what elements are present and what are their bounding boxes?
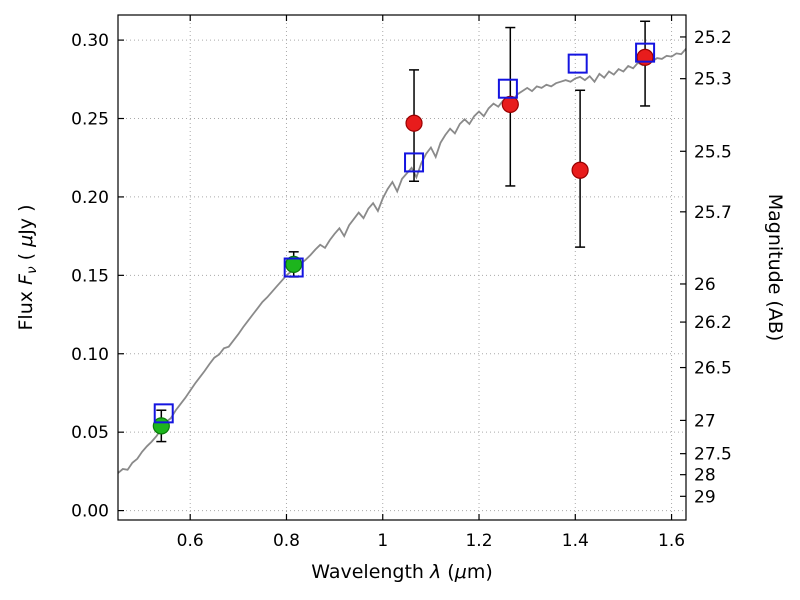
tick-label: 26.5	[694, 359, 732, 379]
tick-label: 1.6	[658, 531, 685, 551]
tick-label: 27.5	[694, 445, 732, 465]
tick-label: 1.4	[562, 531, 589, 551]
gridlines	[118, 15, 686, 520]
tick-labels: 0.6 0.8 1 1.2 1.4 1.6 0.00 0.05 0.10 0.15 0.20 0.25…	[71, 28, 732, 551]
x-axis-label: Wavelength λ (μm)	[311, 561, 492, 583]
tick-label: 25.2	[694, 28, 732, 48]
blue-squares-marker	[635, 42, 656, 63]
tick-label: 25.3	[694, 70, 732, 90]
error-bars	[156, 20, 651, 443]
series-red-circles	[405, 48, 654, 179]
y-axis-label-right: Magnitude (AB)	[764, 194, 786, 342]
tick-label: 0.25	[71, 110, 109, 130]
tick-label: 25.7	[694, 203, 732, 223]
y-axis-label-left: Flux Fν ( μJy )	[15, 204, 40, 330]
tick-label: 0.30	[71, 31, 109, 51]
tick-label: 26	[694, 275, 716, 295]
tick-label: 1.2	[465, 531, 492, 551]
red-circles-marker	[405, 114, 423, 132]
tick-label: 25.5	[694, 142, 732, 162]
plot-frame	[117, 14, 687, 521]
tick-label: 27	[694, 411, 716, 431]
tick-label: 29	[694, 487, 716, 507]
tick-label: 0.05	[71, 423, 109, 443]
tick-label: 0.00	[71, 502, 109, 522]
tick-label: 0.15	[71, 266, 109, 286]
red-circles-marker	[636, 48, 654, 66]
blue-squares-marker	[283, 257, 304, 278]
red-circles-marker	[571, 161, 589, 179]
tick-label: 26.2	[694, 313, 732, 333]
tick-label: 0.10	[71, 345, 109, 365]
red-circles-marker	[501, 95, 519, 113]
tick-label: 0.8	[273, 531, 300, 551]
tick-label: 0.6	[177, 531, 204, 551]
tick-label: 0.20	[71, 188, 109, 208]
tick-label: 1	[377, 531, 388, 551]
blue-squares-marker	[567, 53, 588, 74]
blue-squares-marker	[497, 78, 518, 99]
series-blue-squares	[153, 42, 656, 424]
model-spectrum-line	[118, 48, 686, 474]
blue-squares-marker	[153, 403, 174, 424]
tick-label: 28	[694, 466, 716, 486]
ticks	[118, 15, 686, 520]
blue-squares-marker	[404, 152, 425, 173]
